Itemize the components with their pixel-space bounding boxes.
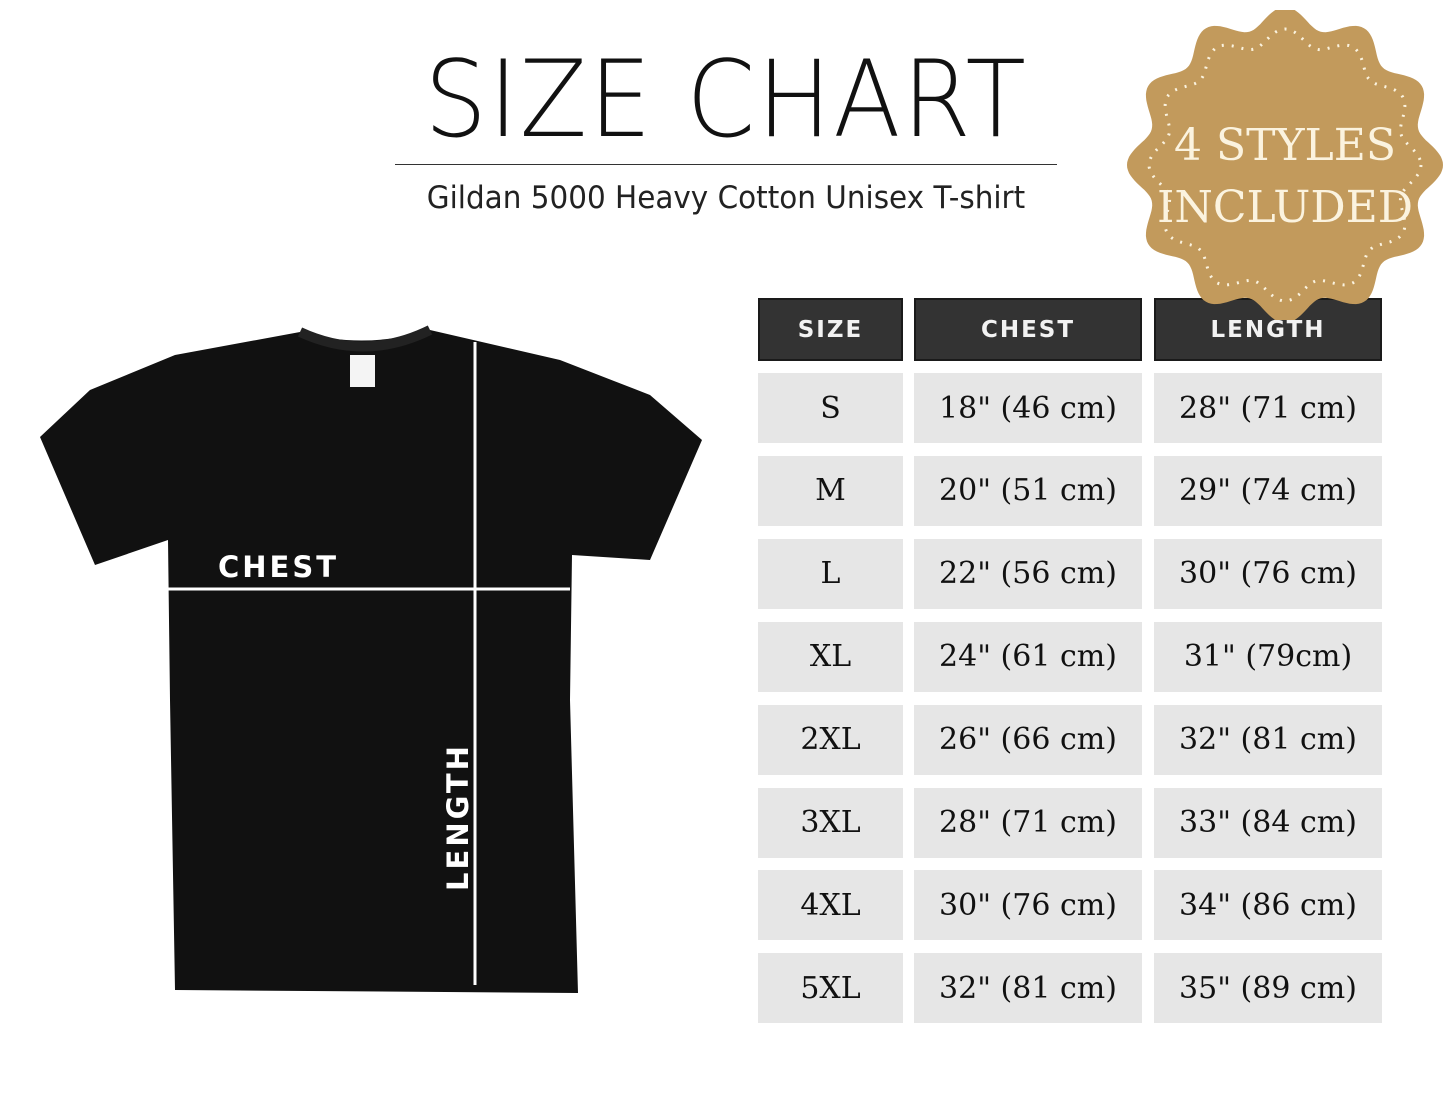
cell-size: XL (758, 621, 903, 692)
cell-length: 30" (76 cm) (1154, 538, 1382, 609)
cell-size: 5XL (758, 953, 903, 1024)
cell-length: 31" (79cm) (1154, 621, 1382, 692)
cell-length: 29" (74 cm) (1154, 455, 1382, 526)
badge-dotted-border (1147, 27, 1423, 303)
cell-chest: 22" (56 cm) (914, 538, 1142, 609)
cell-chest: 32" (81 cm) (914, 953, 1142, 1024)
cell-chest: 20" (51 cm) (914, 455, 1142, 526)
tshirt-body (40, 330, 702, 993)
cell-size: 3XL (758, 787, 903, 858)
cell-length: 33" (84 cm) (1154, 787, 1382, 858)
chest-label: CHEST (218, 550, 340, 584)
badge-seal (1127, 10, 1443, 320)
cell-length: 35" (89 cm) (1154, 953, 1382, 1024)
cell-chest: 24" (61 cm) (914, 621, 1142, 692)
cell-size: S (758, 373, 903, 443)
badge-text: 4 STYLES INCLUDED (1130, 115, 1440, 239)
title-divider (395, 164, 1057, 165)
badge-line-2: INCLUDED (1156, 182, 1414, 233)
cell-chest: 26" (66 cm) (914, 704, 1142, 775)
tshirt-tag (350, 355, 375, 387)
cell-chest: 28" (71 cm) (914, 787, 1142, 858)
tshirt-collar (297, 325, 433, 352)
header-length: LENGTH (1154, 298, 1382, 361)
header-chest: CHEST (914, 298, 1142, 361)
product-subtitle: Gildan 5000 Heavy Cotton Unisex T-shirt (426, 180, 1026, 216)
cell-size: M (758, 455, 903, 526)
cell-length: 28" (71 cm) (1154, 373, 1382, 443)
page-title: SIZE CHART (424, 38, 1028, 161)
badge-seal-shape (1127, 10, 1443, 320)
length-label: LENGTH (441, 743, 475, 891)
badge-line-1: 4 STYLES (1174, 120, 1396, 171)
header-size: SIZE (758, 298, 903, 361)
cell-size: 4XL (758, 870, 903, 941)
cell-chest: 30" (76 cm) (914, 870, 1142, 941)
cell-size: 2XL (758, 704, 903, 775)
cell-size: L (758, 538, 903, 609)
cell-length: 34" (86 cm) (1154, 870, 1382, 941)
cell-length: 32" (81 cm) (1154, 704, 1382, 775)
tshirt-illustration (40, 325, 702, 993)
cell-chest: 18" (46 cm) (914, 373, 1142, 443)
